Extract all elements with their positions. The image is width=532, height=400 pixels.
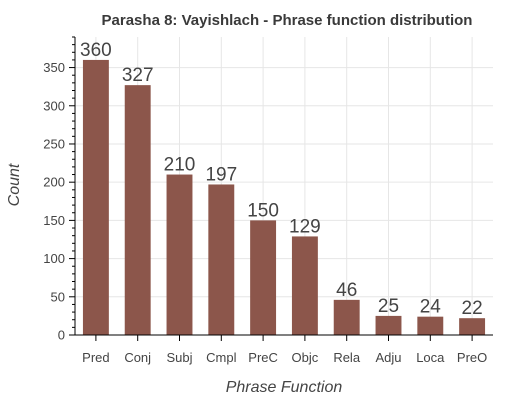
x-axis-label: Phrase Function <box>226 379 343 396</box>
y-tick-label: 50 <box>51 289 65 304</box>
data-label: 25 <box>378 296 399 317</box>
y-tick-label: 350 <box>43 60 65 75</box>
x-tick-label: Adju <box>375 350 401 365</box>
bar-loca <box>417 316 444 335</box>
bar-cmpl <box>208 184 235 335</box>
bar-pred <box>82 59 109 336</box>
bar-prec <box>250 220 277 335</box>
data-label: 360 <box>80 40 112 61</box>
bar-objc <box>291 236 318 335</box>
axes: 0 50 100 150 200 250 300 350 Pred Conj Subj Cmpl Pre… <box>43 36 493 365</box>
x-tick-label: Subj <box>166 350 192 365</box>
data-label: 150 <box>247 200 279 221</box>
bar-conj <box>124 85 151 335</box>
bars <box>82 59 486 336</box>
data-label: 197 <box>205 164 237 185</box>
y-tick-label: 0 <box>58 328 65 343</box>
x-tick-label: Loca <box>416 350 445 365</box>
y-tick-label: 150 <box>43 213 65 228</box>
x-tick-label: Conj <box>124 350 151 365</box>
data-label: 46 <box>336 280 357 301</box>
x-tick-label: PreO <box>457 350 487 365</box>
data-label: 22 <box>462 298 483 319</box>
data-label: 210 <box>164 155 196 176</box>
y-tick-label: 200 <box>43 175 65 190</box>
x-tick-label: Pred <box>82 350 109 365</box>
bar-subj <box>166 174 193 335</box>
data-label: 24 <box>420 297 442 318</box>
y-tick-label: 250 <box>43 136 65 151</box>
x-tick-label: Rela <box>333 350 361 365</box>
bar-adju <box>375 315 402 335</box>
data-labels: 360 327 210 197 150 129 46 25 24 22 <box>80 40 483 319</box>
x-tick-label: Objc <box>292 350 319 365</box>
x-tick-label: Cmpl <box>206 350 236 365</box>
y-tick-label: 100 <box>43 251 65 266</box>
x-tick-label: PreC <box>248 350 278 365</box>
bar-rela <box>333 299 360 335</box>
bar-preo <box>459 318 486 335</box>
y-axis-label: Count <box>6 163 23 206</box>
data-label: 327 <box>122 65 154 86</box>
data-label: 129 <box>289 216 321 237</box>
y-tick-label: 300 <box>43 98 65 113</box>
chart-title: Parasha 8: Vayishlach - Phrase function … <box>102 12 473 29</box>
